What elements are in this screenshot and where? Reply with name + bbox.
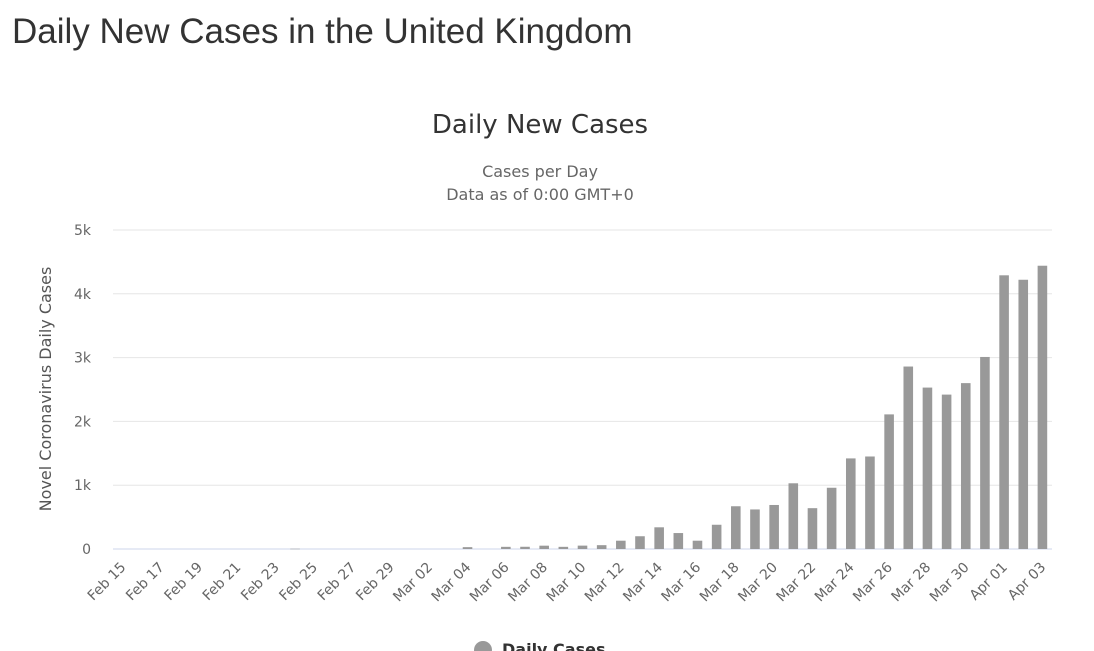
x-tick-label: Mar 04 [429, 559, 475, 605]
bar[interactable] [290, 548, 300, 550]
bar[interactable] [807, 508, 818, 549]
bar[interactable] [520, 546, 530, 549]
bar[interactable] [826, 487, 837, 549]
y-tick-label: 4k [74, 287, 92, 303]
y-tick-label: 1k [74, 478, 92, 494]
chart-subtitle-line-1: Cases per Day [482, 162, 598, 181]
bar[interactable] [692, 540, 703, 549]
bar[interactable] [539, 545, 549, 549]
bar[interactable] [1018, 279, 1029, 549]
x-tick-label: Mar 14 [620, 559, 666, 605]
x-tick-label: Mar 06 [467, 559, 513, 605]
legend-item-daily-cases[interactable]: Daily Cases [474, 640, 605, 651]
x-tick-label: Feb 21 [200, 560, 245, 605]
bar[interactable] [635, 536, 645, 549]
x-tick-label: Apr 03 [1005, 560, 1049, 604]
x-tick-label: Feb 25 [276, 560, 321, 605]
bar[interactable] [558, 546, 569, 549]
bar[interactable] [750, 509, 760, 549]
bar[interactable] [711, 524, 722, 549]
bar[interactable] [654, 527, 664, 549]
x-tick-label: Feb 17 [123, 560, 168, 605]
x-tick-label: Mar 08 [505, 560, 551, 606]
bar[interactable] [1037, 265, 1048, 549]
x-tick-label: Mar 18 [697, 560, 743, 606]
bar[interactable] [769, 504, 779, 549]
bar[interactable] [616, 540, 626, 549]
bar[interactable] [596, 545, 607, 549]
x-tick-label: Mar 02 [390, 560, 436, 606]
bar[interactable] [501, 546, 511, 549]
x-tick-label: Mar 16 [659, 559, 705, 605]
chart-title: Daily New Cases [431, 110, 649, 140]
x-tick-label: Apr 01 [967, 560, 1011, 604]
y-tick-label: 2k [74, 414, 92, 430]
bar[interactable] [845, 458, 856, 549]
legend-marker [474, 640, 492, 651]
y-tick-label: 0 [82, 542, 91, 558]
bar[interactable] [960, 383, 971, 549]
x-tick-label: Mar 10 [544, 560, 590, 606]
bar[interactable] [462, 547, 473, 549]
bar[interactable] [980, 356, 990, 549]
x-tick-label: Feb 23 [238, 560, 283, 605]
x-tick-label: Mar 12 [582, 560, 628, 606]
x-tick-label: Feb 29 [353, 560, 398, 605]
x-tick-label: Feb 15 [85, 560, 130, 605]
y-tick-label: 3k [74, 351, 92, 367]
x-tick-label: Mar 20 [735, 560, 781, 606]
y-tick-label: 5k [74, 223, 92, 239]
x-tick-label: Mar 24 [812, 559, 858, 605]
x-tick-label: Mar 30 [927, 560, 973, 606]
bar[interactable] [884, 414, 894, 549]
y-tick-labels: 0 1k 2k 3k 4k 5k [74, 223, 92, 558]
bar[interactable] [577, 545, 588, 549]
x-tick-label: Mar 26 [850, 559, 896, 605]
bar[interactable] [903, 366, 914, 549]
bar[interactable] [788, 483, 799, 549]
bar[interactable] [999, 275, 1009, 549]
x-tick-label: Feb 27 [315, 560, 360, 605]
bar[interactable] [922, 387, 933, 549]
x-tick-label: Mar 28 [889, 560, 935, 606]
bars [290, 265, 1048, 550]
bar[interactable] [865, 456, 875, 549]
bar[interactable] [731, 506, 741, 549]
bar[interactable] [941, 394, 952, 549]
legend-label: Daily Cases [502, 640, 606, 651]
y-axis-label: Novel Coronavirus Daily Cases [36, 267, 55, 512]
page-title: Daily New Cases in the United Kingdom [12, 12, 633, 51]
bar[interactable] [673, 533, 684, 549]
x-tick-label: Mar 22 [774, 560, 820, 606]
chart-subtitle-line-2: Data as of 0:00 GMT+0 [446, 185, 634, 204]
x-tick-label: Feb 19 [161, 560, 206, 605]
